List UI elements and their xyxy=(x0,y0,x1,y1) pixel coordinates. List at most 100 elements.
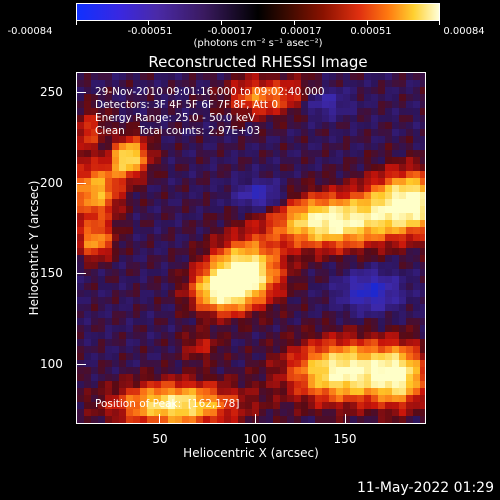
image-pixel xyxy=(315,311,322,318)
image-pixel xyxy=(182,262,189,269)
image-pixel xyxy=(203,339,210,346)
image-pixel xyxy=(147,367,154,374)
image-pixel xyxy=(189,325,196,332)
image-pixel xyxy=(378,276,385,283)
image-pixel xyxy=(175,423,182,424)
image-pixel xyxy=(189,122,196,129)
image-pixel xyxy=(357,115,364,122)
image-pixel xyxy=(413,360,420,367)
image-pixel xyxy=(294,164,301,171)
image-pixel xyxy=(182,374,189,381)
image-pixel xyxy=(161,304,168,311)
image-pixel xyxy=(273,304,280,311)
image-pixel xyxy=(364,325,371,332)
image-pixel xyxy=(161,283,168,290)
image-pixel xyxy=(252,262,259,269)
image-pixel xyxy=(392,108,399,115)
image-pixel xyxy=(154,339,161,346)
image-pixel xyxy=(168,94,175,101)
image-pixel xyxy=(224,423,231,424)
image-pixel xyxy=(259,353,266,360)
image-pixel xyxy=(210,367,217,374)
image-pixel xyxy=(322,255,329,262)
image-pixel xyxy=(280,199,287,206)
image-pixel xyxy=(98,395,105,402)
image-pixel xyxy=(182,234,189,241)
image-pixel xyxy=(385,234,392,241)
image-pixel xyxy=(329,178,336,185)
image-pixel xyxy=(133,206,140,213)
image-pixel xyxy=(189,297,196,304)
image-pixel xyxy=(329,80,336,87)
image-pixel xyxy=(84,339,91,346)
image-pixel xyxy=(196,269,203,276)
image-pixel xyxy=(154,374,161,381)
image-pixel xyxy=(231,423,238,424)
image-pixel xyxy=(385,143,392,150)
image-pixel xyxy=(112,360,119,367)
image-pixel xyxy=(315,395,322,402)
image-pixel xyxy=(189,290,196,297)
image-pixel xyxy=(329,332,336,339)
image-pixel xyxy=(301,227,308,234)
image-pixel xyxy=(231,185,238,192)
image-pixel xyxy=(399,192,406,199)
image-pixel xyxy=(119,297,126,304)
image-pixel xyxy=(217,374,224,381)
image-pixel xyxy=(378,206,385,213)
image-pixel xyxy=(385,115,392,122)
image-pixel xyxy=(245,255,252,262)
image-pixel xyxy=(175,381,182,388)
image-pixel xyxy=(175,185,182,192)
image-pixel xyxy=(287,311,294,318)
image-pixel xyxy=(350,101,357,108)
image-pixel xyxy=(168,143,175,150)
image-pixel xyxy=(350,206,357,213)
image-pixel xyxy=(126,227,133,234)
image-pixel xyxy=(308,192,315,199)
image-pixel xyxy=(126,129,133,136)
image-pixel xyxy=(182,269,189,276)
image-pixel xyxy=(371,423,378,424)
image-pixel xyxy=(168,199,175,206)
image-pixel xyxy=(350,367,357,374)
image-pixel xyxy=(231,129,238,136)
image-pixel xyxy=(203,206,210,213)
image-pixel xyxy=(133,297,140,304)
image-pixel xyxy=(91,290,98,297)
image-pixel xyxy=(175,409,182,416)
image-pixel xyxy=(161,213,168,220)
image-pixel xyxy=(231,297,238,304)
image-pixel xyxy=(105,87,112,94)
image-pixel xyxy=(245,108,252,115)
image-pixel xyxy=(224,255,231,262)
image-pixel xyxy=(175,416,182,423)
image-pixel xyxy=(266,164,273,171)
image-pixel xyxy=(259,409,266,416)
image-pixel xyxy=(329,409,336,416)
image-pixel xyxy=(119,192,126,199)
image-pixel xyxy=(189,178,196,185)
image-pixel xyxy=(343,374,350,381)
image-pixel xyxy=(154,395,161,402)
image-pixel xyxy=(329,311,336,318)
image-pixel xyxy=(175,241,182,248)
image-pixel xyxy=(182,402,189,409)
image-pixel xyxy=(189,318,196,325)
image-pixel xyxy=(203,374,210,381)
image-pixel xyxy=(315,339,322,346)
image-pixel xyxy=(168,318,175,325)
image-pixel xyxy=(182,213,189,220)
image-pixel xyxy=(238,192,245,199)
image-pixel xyxy=(378,227,385,234)
image-pixel xyxy=(112,311,119,318)
image-pixel xyxy=(112,304,119,311)
image-pixel xyxy=(161,115,168,122)
image-pixel xyxy=(287,248,294,255)
image-pixel xyxy=(231,80,238,87)
image-pixel xyxy=(140,171,147,178)
image-pixel xyxy=(350,150,357,157)
image-pixel xyxy=(308,143,315,150)
image-pixel xyxy=(413,339,420,346)
image-pixel xyxy=(301,409,308,416)
